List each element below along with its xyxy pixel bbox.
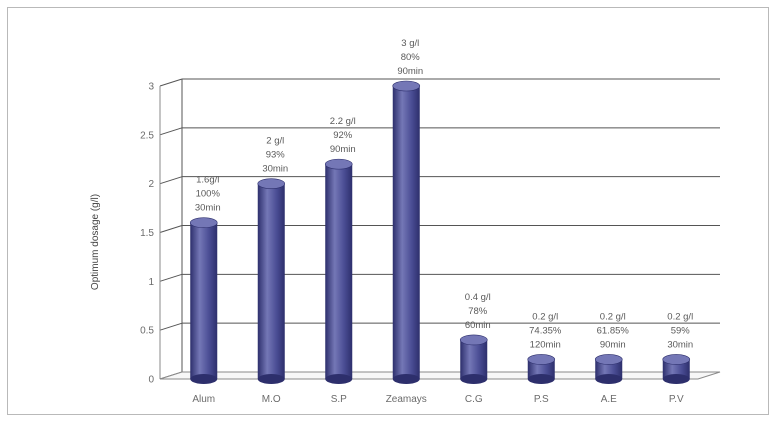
- y-tick-label: 3: [148, 82, 154, 93]
- chart-frame: [7, 7, 769, 415]
- y-tick-label: 2.5: [140, 130, 154, 141]
- data-label: 90min: [397, 66, 423, 77]
- data-label: 30min: [667, 339, 693, 350]
- x-tick-label: M.O: [262, 394, 281, 405]
- data-label: 93%: [266, 150, 286, 161]
- data-label: 1.6g/l: [196, 175, 219, 186]
- gridline-depth: [159, 78, 183, 87]
- bar: [189, 217, 218, 384]
- y-tick-label: 1: [148, 277, 154, 288]
- bars: [189, 80, 691, 384]
- data-label: 2 g/l: [266, 136, 284, 147]
- data-label: 74.35%: [529, 325, 562, 336]
- chart-floor: [159, 371, 721, 380]
- data-label: 100%: [196, 189, 221, 200]
- x-tick-label: Alum: [192, 394, 215, 405]
- gridline-depth: [159, 225, 183, 233]
- data-label: 0.2 g/l: [667, 311, 693, 322]
- data-label: 30min: [262, 164, 288, 175]
- data-label: 59%: [671, 325, 691, 336]
- gridline-depth: [159, 127, 183, 136]
- data-label: 0.4 g/l: [465, 292, 491, 303]
- data-label: 92%: [333, 130, 353, 141]
- gridline-depth: [159, 273, 183, 282]
- data-label: 0.2 g/l: [600, 311, 626, 322]
- y-tick-labels: 0 0.5 1 1.5 2 2.5 3: [140, 82, 154, 386]
- bar: [392, 80, 421, 384]
- x-tick-labels: Alum M.O S.P Zeamays C.G P.S A.E P.V: [192, 394, 684, 405]
- bar: [459, 334, 488, 384]
- data-label: 0.2 g/l: [532, 311, 558, 322]
- data-label: 90min: [600, 339, 626, 350]
- x-tick-label: S.P: [331, 394, 347, 405]
- bar: [257, 178, 286, 384]
- data-labels: 1.6g/l 100% 30min 2 g/l 93% 30min 2.2 g/l 92% 90…: [195, 38, 693, 350]
- grid-lines: [159, 78, 721, 380]
- x-tick-label: P.S: [534, 394, 549, 405]
- y-axis-label: Optimum dosage (g/l): [90, 194, 101, 290]
- data-label: 60min: [465, 320, 491, 331]
- gridline-depth: [159, 322, 183, 331]
- data-label: 78%: [468, 306, 488, 317]
- data-label: 30min: [195, 203, 221, 214]
- data-label: 120min: [530, 339, 561, 350]
- bar: [662, 354, 691, 384]
- data-label: 90min: [330, 144, 356, 155]
- y-tick-label: 1.5: [140, 228, 154, 239]
- data-label: 80%: [401, 52, 421, 63]
- bar: [594, 354, 623, 384]
- data-label: 2.2 g/l: [330, 116, 356, 127]
- bar: [527, 354, 556, 384]
- y-tick-label: 2: [148, 179, 154, 190]
- data-label: 3 g/l: [401, 38, 419, 49]
- x-tick-label: C.G: [465, 394, 483, 405]
- x-tick-label: A.E: [601, 394, 617, 405]
- bar: [324, 158, 353, 384]
- data-label: 61.85%: [597, 325, 630, 336]
- x-tick-label: P.V: [669, 394, 684, 405]
- y-tick-label: 0.5: [140, 326, 154, 337]
- gridline-depth: [159, 176, 183, 185]
- x-tick-label: Zeamays: [386, 394, 427, 405]
- y-tick-label: 0: [148, 375, 154, 386]
